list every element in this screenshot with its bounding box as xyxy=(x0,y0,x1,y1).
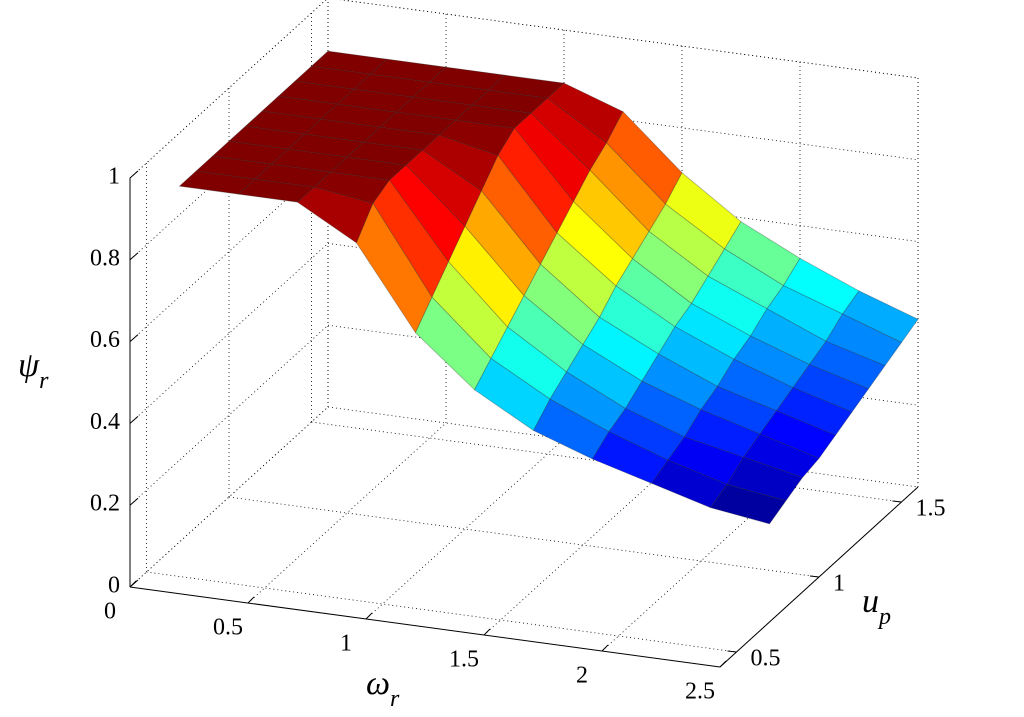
y-label-subscript: p xyxy=(877,604,891,630)
surface-face xyxy=(726,456,804,502)
surface xyxy=(178,50,919,525)
grid-line xyxy=(129,324,329,506)
z-tick xyxy=(129,497,139,506)
x-tick xyxy=(601,644,609,652)
z-tick xyxy=(129,416,139,424)
x-label-symbol: ω xyxy=(366,665,390,702)
grid-line xyxy=(129,161,329,342)
grid-line xyxy=(327,161,919,242)
y-label-symbol: u xyxy=(862,583,879,620)
grid-line xyxy=(601,470,801,652)
y-tick xyxy=(809,575,820,578)
x-label-subscript: r xyxy=(390,686,400,712)
x-axis-label: ωr xyxy=(366,665,400,712)
grid-line xyxy=(228,496,820,578)
z-tick-label: 0.2 xyxy=(90,491,120,517)
y-axis-label: up xyxy=(862,583,891,630)
z-tick xyxy=(129,334,139,342)
y-tick-label: 1.5 xyxy=(916,496,946,522)
x-tick-label: 1 xyxy=(340,631,352,657)
z-tick xyxy=(129,252,139,261)
x-tick xyxy=(129,580,137,588)
x-tick-label: 2.5 xyxy=(685,679,715,705)
grid-line xyxy=(129,243,329,424)
grid-line xyxy=(129,406,329,588)
grid-line xyxy=(311,421,902,503)
surface-face xyxy=(709,484,787,525)
y-tick xyxy=(727,650,737,653)
surface-face xyxy=(742,433,820,478)
z-tick-label: 1 xyxy=(108,164,120,190)
plot-area: 0 0.2 0.4 0.6 0.8 1 0 0.5 1 1.5 2 2.5 0.5 1 1.5 xyxy=(90,0,946,705)
y-tick-label: 1 xyxy=(833,571,845,597)
z-label-symbol: ψ xyxy=(18,347,40,384)
grid-line xyxy=(327,79,919,161)
x-tick-label: 2 xyxy=(576,663,588,689)
grid-line xyxy=(483,454,683,636)
x-tick xyxy=(483,628,491,636)
x-axis xyxy=(129,586,721,668)
grid-line xyxy=(365,438,565,620)
z-axis-label: ψr xyxy=(18,347,49,394)
x-tick-label: 0.5 xyxy=(213,615,243,641)
grid-line xyxy=(146,571,737,653)
x-tick-label: 0 xyxy=(104,599,116,625)
z-tick-label: 0 xyxy=(108,573,120,599)
z-tick-label: 0.8 xyxy=(90,245,120,271)
z-label-subscript: r xyxy=(39,368,49,394)
z-tick-label: 0.6 xyxy=(90,327,120,353)
x-tick xyxy=(365,612,373,620)
x-tick xyxy=(719,660,727,668)
box-edge xyxy=(339,0,919,79)
z-tick-label: 0.4 xyxy=(90,409,120,435)
z-tick xyxy=(129,170,139,179)
x-tick xyxy=(247,596,255,604)
grid-line xyxy=(129,79,329,261)
y-tick-label: 0.5 xyxy=(751,646,781,672)
box-edge xyxy=(129,0,327,179)
y-tick xyxy=(892,500,902,503)
grid-line xyxy=(247,422,447,604)
x-tick-label: 1.5 xyxy=(449,647,479,673)
grid-line xyxy=(327,406,919,488)
